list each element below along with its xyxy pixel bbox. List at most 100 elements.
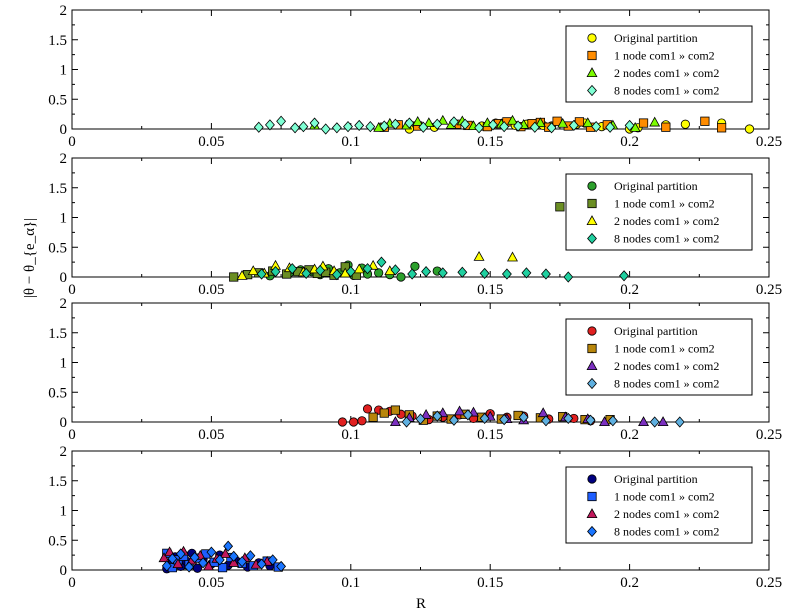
y-tick-label: 2 bbox=[60, 296, 68, 312]
x-tick-label: 0.05 bbox=[198, 134, 224, 150]
data-point bbox=[473, 250, 485, 261]
y-tick-label: 1.5 bbox=[48, 326, 67, 342]
x-tick-label: 0.15 bbox=[477, 282, 503, 298]
data-point bbox=[331, 122, 342, 134]
x-axis-title: R bbox=[416, 596, 426, 612]
data-point bbox=[591, 121, 602, 133]
data-point bbox=[219, 548, 231, 558]
x-tick-label: 0 bbox=[68, 427, 76, 443]
data-point bbox=[563, 271, 574, 283]
y-tick-label: 1.5 bbox=[48, 474, 67, 490]
series-4 bbox=[253, 115, 635, 135]
x-tick-label: 0.15 bbox=[477, 575, 503, 591]
data-point bbox=[415, 413, 426, 425]
y-tick-label: 2 bbox=[60, 3, 68, 19]
data-point bbox=[521, 267, 532, 279]
data-point bbox=[462, 409, 473, 421]
data-point bbox=[379, 408, 389, 418]
data-point bbox=[420, 409, 432, 419]
x-tick-label: 0.2 bbox=[620, 134, 639, 150]
y-tick-label: 1 bbox=[60, 211, 68, 227]
data-point bbox=[717, 123, 727, 133]
data-point bbox=[557, 117, 569, 128]
data-point bbox=[353, 263, 365, 274]
data-point bbox=[365, 121, 376, 133]
legend-label: 8 nodes com1 » com2 bbox=[614, 525, 719, 539]
x-tick-label: 0.15 bbox=[477, 427, 503, 443]
x-tick-label: 0.1 bbox=[341, 575, 360, 591]
legend-label: 2 nodes com1 » com2 bbox=[614, 359, 719, 373]
data-point bbox=[390, 118, 401, 130]
data-point bbox=[376, 256, 387, 268]
data-point bbox=[298, 121, 309, 133]
data-point bbox=[518, 411, 529, 423]
data-point bbox=[649, 416, 660, 428]
data-point bbox=[172, 558, 184, 569]
legend-marker bbox=[587, 474, 597, 484]
legend-label: 8 nodes com1 » com2 bbox=[614, 232, 719, 246]
x-tick-label: 0.05 bbox=[198, 282, 224, 298]
x-tick-label: 0.25 bbox=[756, 282, 782, 298]
data-point bbox=[534, 117, 546, 128]
y-tick-label: 1.5 bbox=[48, 181, 67, 197]
data-point bbox=[605, 121, 616, 133]
legend-label: 1 node com1 » com2 bbox=[614, 490, 715, 504]
legend-marker bbox=[587, 84, 597, 97]
data-point bbox=[582, 117, 594, 128]
data-point bbox=[198, 557, 208, 569]
data-point bbox=[404, 117, 415, 129]
x-tick-label: 0.1 bbox=[341, 282, 360, 298]
data-point bbox=[348, 417, 359, 427]
legend-label: 1 node com1 » com2 bbox=[614, 342, 715, 356]
data-point bbox=[368, 412, 378, 422]
x-tick-label: 0.2 bbox=[620, 427, 639, 443]
data-point bbox=[301, 267, 312, 280]
data-point bbox=[568, 119, 579, 132]
data-point bbox=[167, 553, 178, 565]
series-4 bbox=[401, 409, 685, 428]
data-point bbox=[390, 264, 401, 276]
data-point bbox=[474, 122, 484, 134]
data-point bbox=[247, 265, 259, 276]
data-point bbox=[407, 268, 418, 280]
series-4 bbox=[256, 256, 629, 283]
x-tick-label: 0.25 bbox=[756, 134, 782, 150]
series-3 bbox=[309, 114, 661, 132]
data-point bbox=[599, 416, 610, 427]
legend-marker bbox=[586, 508, 598, 518]
legend-marker bbox=[587, 326, 597, 336]
data-point bbox=[223, 540, 234, 552]
data-point bbox=[228, 550, 239, 562]
y-tick-label: 0.5 bbox=[48, 240, 67, 256]
y-tick-label: 0 bbox=[60, 270, 68, 286]
legend-box bbox=[565, 318, 753, 396]
data-point bbox=[619, 270, 629, 282]
data-point bbox=[290, 122, 300, 134]
data-point bbox=[354, 119, 365, 132]
data-point bbox=[449, 414, 459, 426]
x-tick-label: 0.15 bbox=[477, 134, 503, 150]
data-point bbox=[499, 414, 510, 426]
legend-label: 1 node com1 » com2 bbox=[614, 49, 715, 63]
legend-label: 8 nodes com1 » com2 bbox=[614, 84, 719, 98]
panel-4: 0 0.05 0.1 0.15 0.2 0.25 0 0.5 1 1.5 2 Original par… bbox=[48, 444, 782, 591]
data-point bbox=[343, 121, 353, 133]
legend-label: Original partition bbox=[614, 179, 698, 193]
y-tick-label: 0 bbox=[60, 122, 68, 138]
data-point bbox=[529, 121, 540, 133]
panel-3: 0 0.05 0.1 0.15 0.2 0.25 0 0.5 1 1.5 2 Original par… bbox=[48, 296, 782, 443]
data-point bbox=[214, 554, 225, 566]
y-tick-label: 1 bbox=[60, 504, 68, 520]
legend-label: 2 nodes com1 » com2 bbox=[614, 214, 719, 228]
data-point bbox=[541, 268, 551, 280]
data-point bbox=[546, 122, 557, 134]
data-point bbox=[563, 412, 574, 425]
data-point bbox=[454, 405, 466, 416]
legend-label: 2 nodes com1 » com2 bbox=[614, 66, 719, 80]
legend-label: Original partition bbox=[614, 31, 698, 45]
data-point bbox=[270, 266, 281, 278]
x-tick-label: 0.2 bbox=[620, 282, 639, 298]
x-tick-label: 0 bbox=[68, 134, 76, 150]
data-point bbox=[661, 122, 671, 132]
